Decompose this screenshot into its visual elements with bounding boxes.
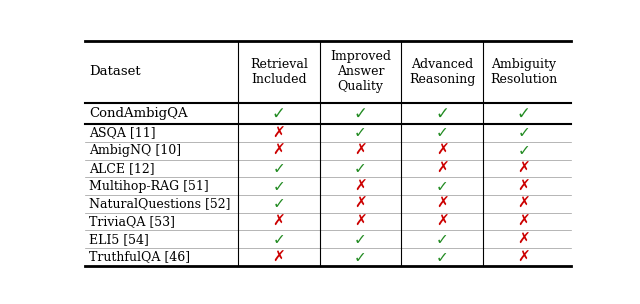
Text: ✓: ✓ [436,126,449,140]
Text: ✓: ✓ [273,232,285,247]
Text: ✓: ✓ [518,143,531,158]
Text: ✗: ✗ [273,126,285,140]
Text: ✓: ✓ [273,179,285,194]
Text: ✗: ✗ [354,214,367,229]
Text: Dataset: Dataset [89,65,141,78]
Text: ✗: ✗ [354,143,367,158]
Text: ✓: ✓ [517,105,531,123]
Text: ✓: ✓ [354,105,367,123]
Text: ALCE [12]: ALCE [12] [89,162,154,175]
Text: ✗: ✗ [518,196,531,211]
Text: ✗: ✗ [354,196,367,211]
Text: ✓: ✓ [354,232,367,247]
Text: ✓: ✓ [354,250,367,264]
Text: ✗: ✗ [518,232,531,247]
Text: ✓: ✓ [518,126,531,140]
Text: Retrieval
Included: Retrieval Included [250,58,308,86]
Text: NaturalQuestions [52]: NaturalQuestions [52] [89,197,230,210]
Text: ✗: ✗ [436,143,449,158]
Text: ✗: ✗ [436,161,449,176]
Text: ✓: ✓ [354,126,367,140]
Text: ✓: ✓ [436,232,449,247]
Text: TriviaQA [53]: TriviaQA [53] [89,215,175,228]
Text: ✓: ✓ [436,250,449,264]
Text: ✓: ✓ [273,161,285,176]
Text: TruthfulQA [46]: TruthfulQA [46] [89,250,190,264]
Text: ✓: ✓ [435,105,449,123]
Text: ✗: ✗ [273,250,285,264]
Text: ✓: ✓ [354,161,367,176]
Text: ✗: ✗ [436,196,449,211]
Text: ✗: ✗ [518,250,531,264]
Text: AmbigNQ [10]: AmbigNQ [10] [89,144,181,157]
Text: ✗: ✗ [273,214,285,229]
Text: ✓: ✓ [273,196,285,211]
Text: ELI5 [54]: ELI5 [54] [89,233,149,246]
Text: Ambiguity
Resolution: Ambiguity Resolution [490,58,557,86]
Text: ✗: ✗ [518,214,531,229]
Text: Improved
Answer
Quality: Improved Answer Quality [330,50,391,94]
Text: ✗: ✗ [354,179,367,194]
Text: ✓: ✓ [436,179,449,194]
Text: ✗: ✗ [518,179,531,194]
Text: Advanced
Reasoning: Advanced Reasoning [409,58,476,86]
Text: ✗: ✗ [273,143,285,158]
Text: ASQA [11]: ASQA [11] [89,126,156,140]
Text: CondAmbigQA: CondAmbigQA [89,107,188,120]
Text: ✓: ✓ [272,105,286,123]
Text: ✗: ✗ [518,161,531,176]
Text: ✗: ✗ [436,214,449,229]
Text: Multihop-RAG [51]: Multihop-RAG [51] [89,180,209,193]
